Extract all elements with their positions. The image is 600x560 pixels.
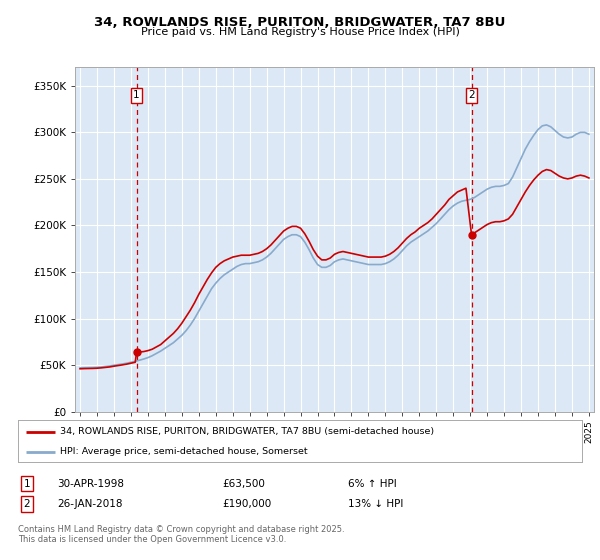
- Text: 34, ROWLANDS RISE, PURITON, BRIDGWATER, TA7 8BU: 34, ROWLANDS RISE, PURITON, BRIDGWATER, …: [94, 16, 506, 29]
- Text: Contains HM Land Registry data © Crown copyright and database right 2025.
This d: Contains HM Land Registry data © Crown c…: [18, 525, 344, 544]
- Text: HPI: Average price, semi-detached house, Somerset: HPI: Average price, semi-detached house,…: [60, 447, 308, 456]
- Text: £63,500: £63,500: [222, 479, 265, 489]
- Text: 26-JAN-2018: 26-JAN-2018: [57, 499, 122, 509]
- Text: 30-APR-1998: 30-APR-1998: [57, 479, 124, 489]
- Text: 34, ROWLANDS RISE, PURITON, BRIDGWATER, TA7 8BU (semi-detached house): 34, ROWLANDS RISE, PURITON, BRIDGWATER, …: [60, 427, 434, 436]
- Text: Price paid vs. HM Land Registry's House Price Index (HPI): Price paid vs. HM Land Registry's House …: [140, 27, 460, 38]
- Text: 1: 1: [23, 479, 31, 489]
- Text: 13% ↓ HPI: 13% ↓ HPI: [348, 499, 403, 509]
- Text: 1: 1: [133, 90, 140, 100]
- Text: 2: 2: [468, 90, 475, 100]
- Text: 2: 2: [23, 499, 31, 509]
- Text: £190,000: £190,000: [222, 499, 271, 509]
- Text: 6% ↑ HPI: 6% ↑ HPI: [348, 479, 397, 489]
